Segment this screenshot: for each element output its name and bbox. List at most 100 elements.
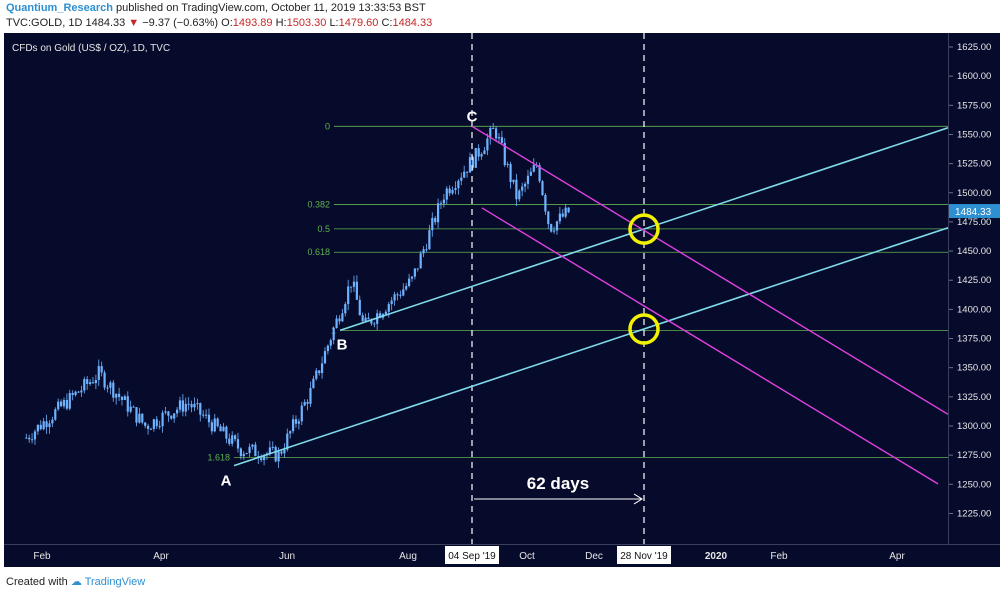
- time-tick-label: Feb: [33, 551, 51, 562]
- candle-body: [399, 294, 402, 296]
- candle-body: [196, 403, 199, 405]
- candle-body: [378, 313, 382, 318]
- candle-body: [523, 183, 527, 187]
- candle-body: [164, 411, 167, 413]
- candle-body: [277, 451, 280, 462]
- time-axis[interactable]: Feb Apr Jun Aug Oct Dec 2020 Feb Apr 04 Sep '19 28…: [4, 544, 1000, 567]
- candle-body: [117, 393, 121, 397]
- last-price: 1484.33: [85, 17, 126, 29]
- symbol-info: TVC:GOLD, 1D 1484.33 ▼ −9.37 (−0.63%) O:…: [6, 17, 432, 29]
- candle-body: [312, 378, 315, 389]
- candle-body: [103, 372, 106, 388]
- candle-body: [144, 422, 147, 426]
- candle-body: [544, 195, 547, 212]
- time-tick-label: 2020: [705, 551, 728, 562]
- candle-body: [445, 188, 448, 200]
- price-tick-label: 1550.00: [957, 129, 991, 140]
- candle-body: [242, 453, 245, 457]
- fib-level-label: 0.5: [317, 224, 330, 234]
- candle-body: [344, 303, 347, 314]
- high-label: H:: [275, 17, 287, 29]
- candle-body: [97, 366, 100, 381]
- trendline-a: [233, 226, 948, 467]
- candle-body: [497, 137, 501, 139]
- candle-body: [364, 317, 367, 322]
- candle-body: [86, 379, 89, 385]
- candle-body: [155, 419, 158, 427]
- candle-body: [352, 281, 356, 287]
- publish-info: Quantium_Research published on TradingVi…: [6, 2, 426, 14]
- candle-body: [396, 294, 399, 296]
- candle-body: [74, 391, 77, 396]
- candle-body: [489, 127, 492, 139]
- candle-body: [460, 177, 463, 181]
- time-tick-label: Dec: [585, 551, 603, 562]
- candle-body: [149, 428, 153, 430]
- published-text: published on TradingView.com, October 11…: [116, 2, 426, 14]
- candle-body: [425, 249, 428, 251]
- low-label: L:: [329, 17, 339, 29]
- candle-body: [271, 446, 274, 448]
- candle-body: [57, 401, 60, 410]
- price-axis[interactable]: 1225.00 1250.00 1275.00 1300.00 1325.00 1350.…: [948, 33, 1000, 544]
- candle-body: [115, 393, 118, 398]
- candle-body: [167, 411, 170, 416]
- candle-body: [318, 370, 321, 374]
- candle-body: [94, 380, 97, 384]
- candle-body: [132, 406, 135, 408]
- candle-body: [529, 171, 532, 176]
- low-value: 1479.60: [338, 17, 379, 29]
- candle-body: [329, 340, 332, 346]
- candle-body: [468, 157, 472, 173]
- chart-title: CFDs on Gold (US$ / OZ), 1D, TVC: [12, 43, 170, 54]
- candle-body: [500, 137, 503, 143]
- channel-upper: [471, 125, 948, 415]
- candle-body: [274, 446, 277, 462]
- candle-body: [338, 318, 341, 322]
- arrow-head-icon: [633, 493, 643, 505]
- candle-body: [126, 396, 129, 412]
- candle-body: [547, 211, 550, 225]
- candle-body: [106, 387, 109, 389]
- candle-body: [480, 154, 483, 157]
- candle-body: [355, 281, 358, 300]
- price-change: −9.37 (−0.63%): [142, 17, 219, 29]
- candle-body: [567, 207, 570, 213]
- candle-body: [77, 391, 80, 393]
- candle-body: [413, 268, 416, 277]
- candle-body: [135, 407, 138, 423]
- days-annotation: 62 days: [527, 474, 589, 493]
- candle-body: [28, 437, 31, 440]
- candle-body: [506, 163, 509, 165]
- candle-body: [190, 404, 193, 408]
- candle-body: [88, 382, 92, 385]
- candle-body: [207, 414, 211, 423]
- candle-body: [219, 426, 222, 432]
- tradingview-link[interactable]: TradingView: [84, 576, 146, 588]
- candle-body: [428, 230, 431, 250]
- open-value: 1493.89: [232, 17, 273, 29]
- price-tick-label: 1275.00: [957, 450, 991, 461]
- price-tick-label: 1425.00: [957, 275, 991, 286]
- candle-body: [515, 179, 518, 200]
- created-with-text: Created with: [6, 576, 68, 588]
- time-axis-labels: Feb Apr Jun Aug Oct Dec 2020 Feb Apr 04 Sep '19 28…: [33, 546, 905, 564]
- fib-level-label: 0: [325, 121, 330, 131]
- price-tick-label: 1575.00: [957, 100, 991, 111]
- time-tick-label: Apr: [153, 551, 169, 562]
- candle-body: [80, 390, 83, 393]
- candle-body: [254, 444, 257, 457]
- price-tick-label: 1325.00: [957, 392, 991, 403]
- candle-body: [239, 448, 242, 457]
- candle-body: [332, 327, 335, 341]
- candle-body: [33, 431, 37, 440]
- candle-body: [184, 403, 187, 412]
- candle-body: [347, 286, 350, 304]
- candle-body: [320, 363, 324, 374]
- candle-body: [442, 199, 445, 204]
- candle-body: [454, 188, 457, 191]
- author-link[interactable]: Quantium_Research: [6, 2, 113, 14]
- footer: Created with ☁ TradingView: [6, 575, 145, 588]
